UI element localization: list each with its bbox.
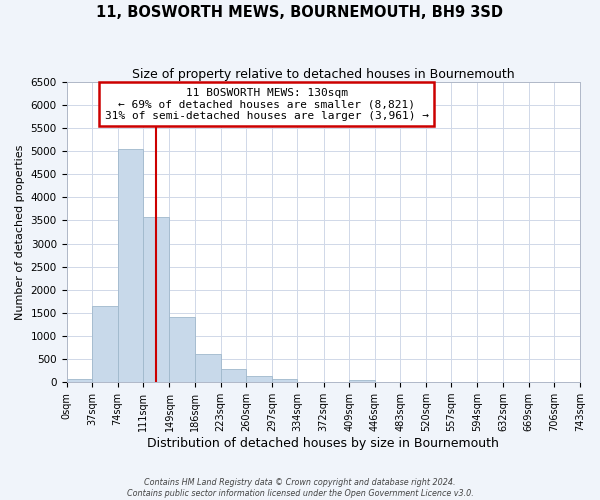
Text: 11 BOSWORTH MEWS: 130sqm
← 69% of detached houses are smaller (8,821)
31% of sem: 11 BOSWORTH MEWS: 130sqm ← 69% of detach… [105,88,429,121]
Bar [169,316,195,382]
Bar [92,306,118,382]
X-axis label: Distribution of detached houses by size in Bournemouth: Distribution of detached houses by size … [148,437,499,450]
Title: Size of property relative to detached houses in Bournemouth: Size of property relative to detached ho… [132,68,515,80]
Bar [195,354,221,382]
Bar [143,216,169,382]
Bar [246,376,272,382]
Bar [118,148,143,382]
Bar [221,368,246,382]
Text: 11, BOSWORTH MEWS, BOURNEMOUTH, BH9 3SD: 11, BOSWORTH MEWS, BOURNEMOUTH, BH9 3SD [97,5,503,20]
Bar [349,380,375,382]
Y-axis label: Number of detached properties: Number of detached properties [15,144,25,320]
Bar [67,380,92,382]
Bar [272,379,298,382]
Text: Contains HM Land Registry data © Crown copyright and database right 2024.
Contai: Contains HM Land Registry data © Crown c… [127,478,473,498]
